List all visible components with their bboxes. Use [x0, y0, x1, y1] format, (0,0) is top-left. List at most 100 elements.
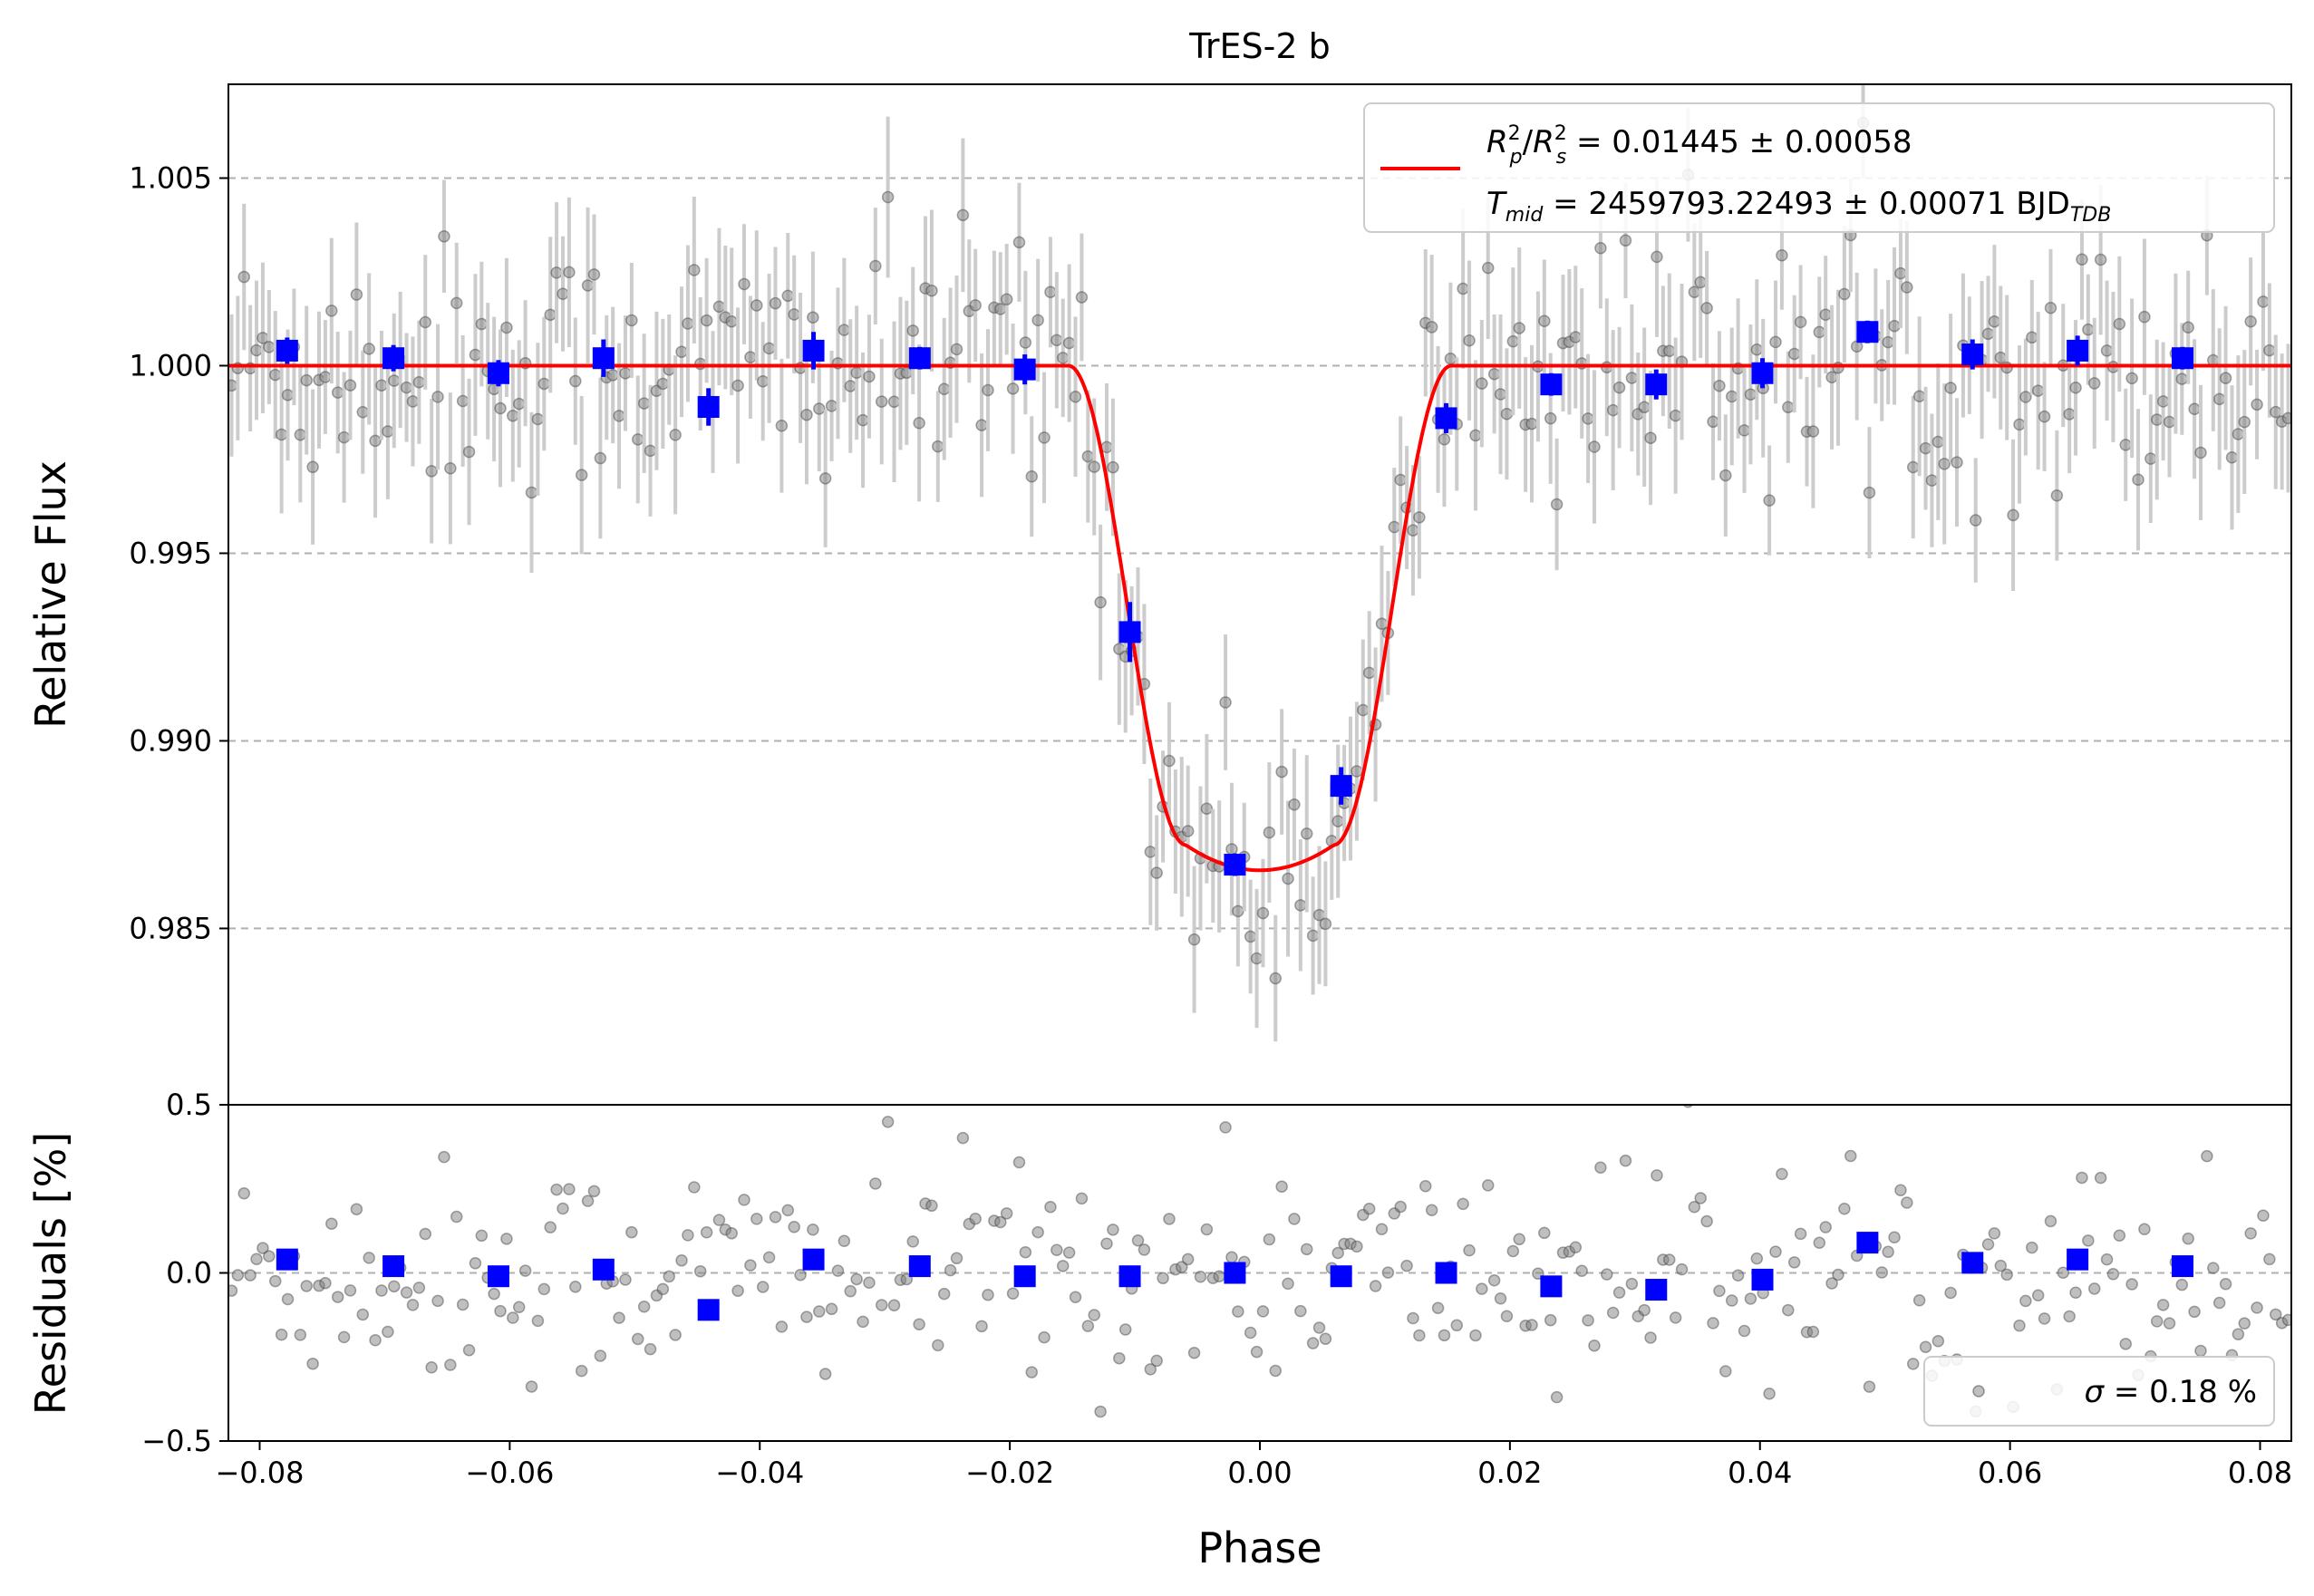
- raw-point: [1806, 425, 1820, 438]
- residual-raw-point: [663, 1270, 675, 1283]
- residual-raw-point: [1413, 1329, 1426, 1342]
- residual-raw-point: [831, 1264, 845, 1277]
- raw-point: [2145, 452, 2157, 465]
- raw-point: [388, 374, 401, 387]
- residual-raw-point: [1944, 1286, 1957, 1300]
- residual-raw-point: [1638, 1303, 1651, 1317]
- raw-point: [850, 366, 863, 380]
- raw-point: [1969, 514, 1982, 527]
- residual-raw-point: [1744, 1292, 1757, 1305]
- residual-raw-point: [1263, 1233, 1276, 1246]
- residual-raw-point: [1019, 1245, 1032, 1259]
- residual-raw-point: [2244, 1227, 2257, 1240]
- raw-point: [512, 397, 526, 411]
- raw-point: [356, 406, 370, 419]
- residual-raw-point: [1832, 1268, 1844, 1282]
- residual-raw-point: [268, 1274, 282, 1288]
- residual-raw-point: [1544, 1313, 1557, 1327]
- raw-point: [881, 190, 895, 204]
- raw-point: [1444, 352, 1457, 365]
- residual-raw-point: [1031, 1225, 1044, 1239]
- raw-point: [2069, 382, 2082, 394]
- raw-point: [913, 417, 925, 430]
- raw-point: [1457, 282, 1469, 295]
- raw-point: [1413, 511, 1426, 524]
- residual-raw-point: [1494, 1292, 1507, 1305]
- residual-raw-point: [1187, 1346, 1201, 1359]
- residual-raw-point: [1351, 1240, 1363, 1253]
- residual-raw-point: [1763, 1387, 1776, 1400]
- residual-raw-point: [257, 1242, 269, 1254]
- residual-raw-point: [587, 1185, 601, 1198]
- raw-point: [344, 379, 357, 392]
- raw-point: [750, 299, 763, 312]
- raw-point: [1181, 825, 1195, 837]
- binned-point: [908, 347, 931, 370]
- residual-raw-point: [613, 1311, 625, 1324]
- residual-raw-point: [1863, 1380, 1876, 1393]
- raw-point: [2219, 372, 2232, 384]
- residual-raw-point: [375, 1284, 388, 1297]
- binned-point: [1961, 343, 1984, 366]
- raw-point: [2063, 408, 2076, 421]
- raw-point: [557, 287, 569, 300]
- residual-raw-point: [1731, 1269, 1745, 1282]
- binned-point: [382, 347, 405, 370]
- binned-point: [487, 362, 509, 384]
- residual-raw-point: [431, 1294, 444, 1308]
- residual-raw-point: [857, 1315, 869, 1329]
- raw-point: [1544, 411, 1557, 425]
- residual-raw-point: [731, 1284, 744, 1297]
- residual-raw-point: [1113, 1351, 1126, 1365]
- raw-point: [1487, 367, 1501, 381]
- residual-raw-point: [475, 1229, 489, 1243]
- x-tick-label: 0.00: [1227, 1456, 1292, 1490]
- raw-point: [1006, 382, 1020, 395]
- residual-raw-point: [1138, 1243, 1151, 1256]
- raw-point: [594, 451, 607, 465]
- raw-point: [1625, 372, 1639, 384]
- residual-raw-point: [1932, 1335, 1945, 1348]
- raw-point: [1357, 703, 1370, 717]
- raw-point: [2000, 361, 2013, 374]
- legend-raw-marker: [1972, 1385, 1985, 1398]
- residual-raw-point: [762, 1251, 776, 1264]
- raw-point: [456, 394, 470, 408]
- residual-raw-point: [969, 1213, 982, 1225]
- raw-point: [1694, 276, 1707, 289]
- residual-raw-point: [1107, 1224, 1119, 1236]
- residual-raw-point: [1675, 1262, 1689, 1276]
- raw-point: [2156, 395, 2170, 408]
- residual-raw-point: [887, 1299, 901, 1311]
- raw-point: [1994, 351, 2008, 364]
- residual-raw-point: [1651, 1169, 1663, 1182]
- raw-point: [431, 391, 444, 403]
- raw-point: [1187, 933, 1201, 946]
- raw-point: [1725, 390, 1738, 403]
- residual-raw-point: [1369, 1280, 1382, 1292]
- residual-raw-point: [2038, 1312, 2051, 1325]
- residual-raw-point: [1044, 1200, 1057, 1214]
- raw-point: [2232, 428, 2245, 440]
- residual-raw-point: [594, 1349, 607, 1362]
- binned-point: [1224, 854, 1246, 876]
- raw-point: [1044, 285, 1057, 299]
- raw-point: [781, 289, 795, 303]
- raw-point: [769, 296, 782, 310]
- raw-point: [1075, 291, 1089, 304]
- raw-point: [1244, 930, 1257, 943]
- raw-point: [369, 434, 382, 448]
- residual-raw-point: [1312, 1321, 1326, 1334]
- residual-raw-point: [800, 1311, 813, 1323]
- residual-raw-point: [1750, 1252, 1764, 1265]
- residual-raw-point: [1988, 1227, 2001, 1240]
- raw-point: [937, 382, 951, 396]
- residual-raw-point: [2106, 1268, 2120, 1281]
- residual-binned-point: [1224, 1262, 1246, 1284]
- residual-raw-point: [906, 1235, 919, 1248]
- raw-point: [1894, 266, 1907, 280]
- raw-point: [1612, 381, 1626, 394]
- residual-raw-point: [693, 1264, 707, 1278]
- raw-point: [813, 402, 826, 415]
- raw-point: [438, 230, 450, 243]
